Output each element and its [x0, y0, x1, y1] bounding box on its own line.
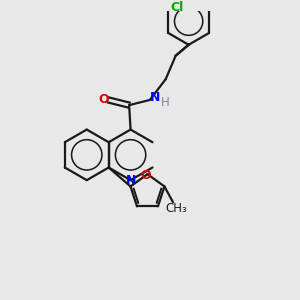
Text: O: O: [141, 169, 151, 182]
Text: CH₃: CH₃: [165, 202, 187, 215]
Text: O: O: [98, 94, 109, 106]
Text: N: N: [150, 91, 160, 104]
Text: Cl: Cl: [171, 1, 184, 13]
Text: H: H: [160, 96, 169, 109]
Text: N: N: [125, 174, 136, 187]
